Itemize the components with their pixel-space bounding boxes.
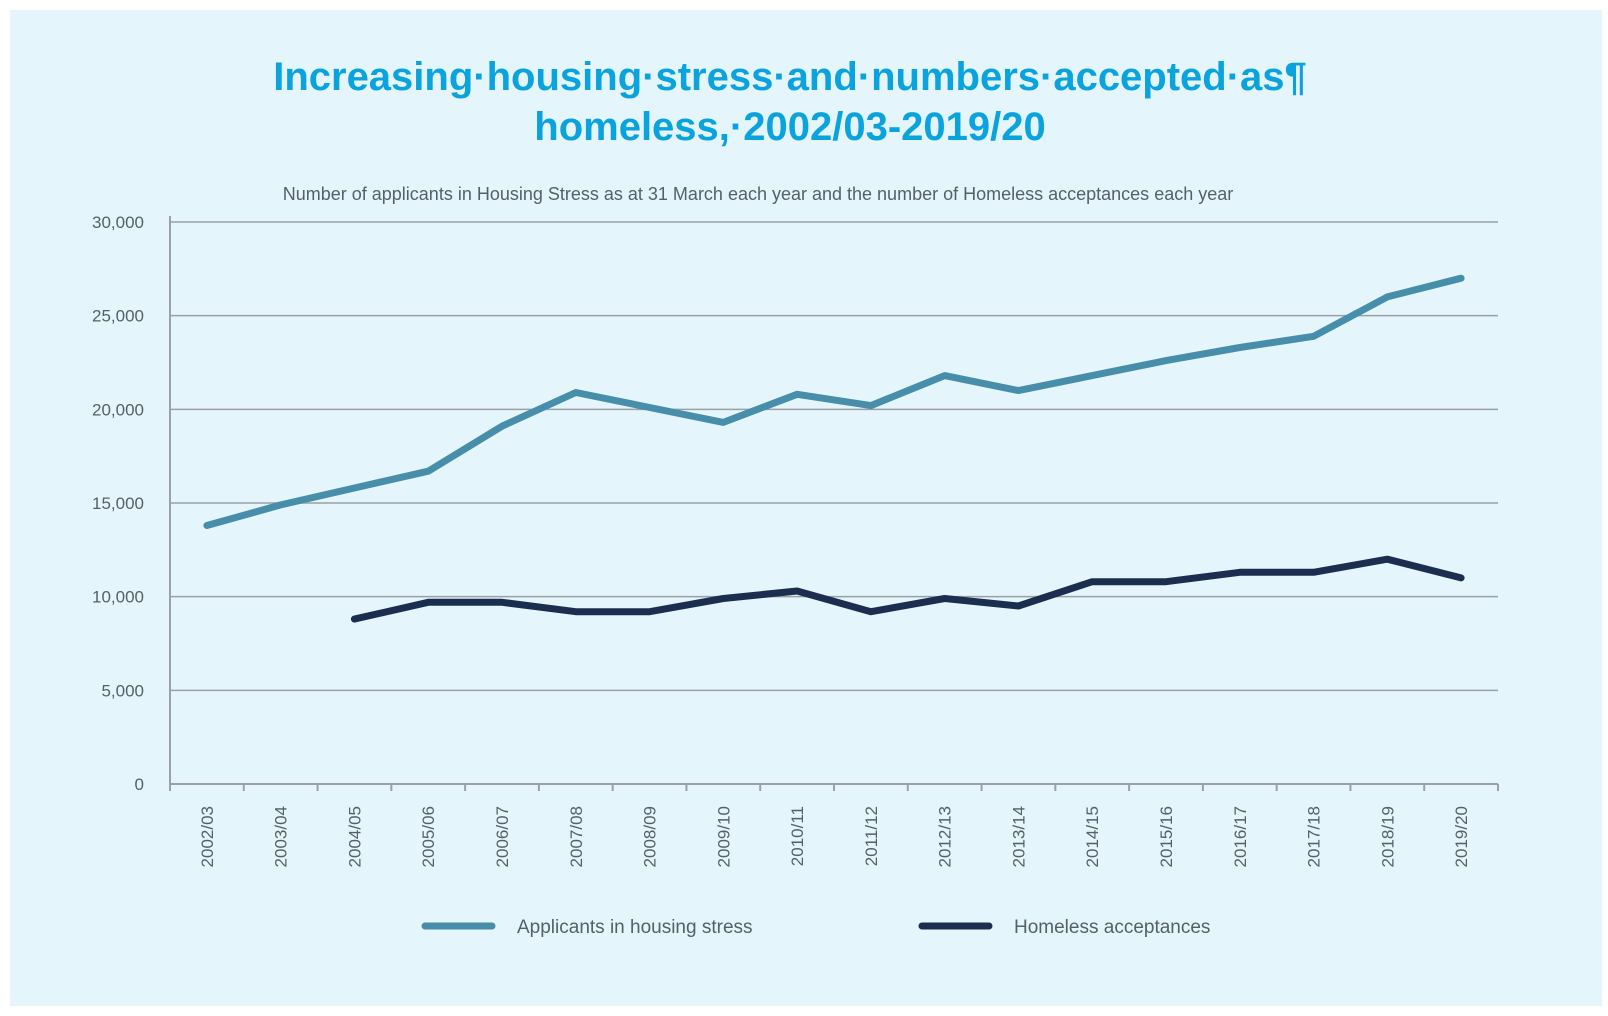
y-tick-label: 5,000 [101, 681, 144, 700]
x-axis-tick-labels: 2002/03 2003/04 2004/05 2005/06 2006/07 2007/… [198, 806, 1471, 867]
x-tick-label: 2012/13 [936, 806, 955, 867]
x-tick-label: 2010/11 [788, 806, 807, 866]
chart: Increasing·housing·stress·and·numbers·ac… [92, 55, 1499, 938]
y-axis-tick-labels: 0 5,000 10,000 15,000 20,000 25,000 30,000 [92, 213, 144, 794]
x-tick-label: 2009/10 [714, 806, 733, 867]
x-tick-label: 2003/04 [272, 806, 291, 867]
x-tick-label: 2018/19 [1378, 806, 1397, 867]
x-tick-label: 2019/20 [1452, 806, 1471, 867]
x-tick-label: 2014/15 [1083, 806, 1102, 867]
y-tick-label: 20,000 [92, 400, 144, 419]
x-tick-label: 2017/18 [1305, 806, 1324, 867]
x-tick-label: 2004/05 [345, 806, 364, 867]
x-tick-label: 2006/07 [493, 806, 512, 867]
x-tick-label: 2007/08 [567, 806, 586, 867]
legend-label: Homeless acceptances [1014, 917, 1210, 938]
chart-subtitle: Number of applicants in Housing Stress a… [283, 184, 1234, 204]
y-tick-label: 25,000 [92, 307, 144, 326]
legend: Applicants in housing stress Homeless acc… [421, 917, 1210, 938]
x-tick-label: 2011/12 [862, 806, 881, 866]
y-tick-label: 15,000 [92, 494, 144, 513]
x-tick-label: 2013/14 [1009, 806, 1028, 867]
series-lines [203, 274, 1465, 623]
chart-title-line-1: Increasing·housing·stress·and·numbers·ac… [273, 55, 1307, 99]
x-tick-label: 2002/03 [198, 806, 217, 867]
chart-title-line-2: homeless,·2002/03-2019/20 [534, 105, 1045, 149]
y-tick-label: 30,000 [92, 213, 144, 232]
gridlines [170, 221, 1498, 692]
y-tick-label: 10,000 [92, 588, 144, 607]
legend-label: Applicants in housing stress [517, 917, 753, 938]
series-line-1 [203, 274, 1465, 529]
y-tick-label: 0 [135, 775, 144, 794]
x-tick-label: 2016/17 [1231, 806, 1250, 867]
x-tick-label: 2005/06 [419, 806, 438, 867]
axes [169, 216, 1499, 791]
x-tick-label: 2015/16 [1157, 806, 1176, 867]
series-line-2 [350, 555, 1465, 623]
x-tick-label: 2008/09 [641, 806, 660, 867]
chart-panel: Increasing·housing·stress·and·numbers·ac… [10, 10, 1602, 1006]
